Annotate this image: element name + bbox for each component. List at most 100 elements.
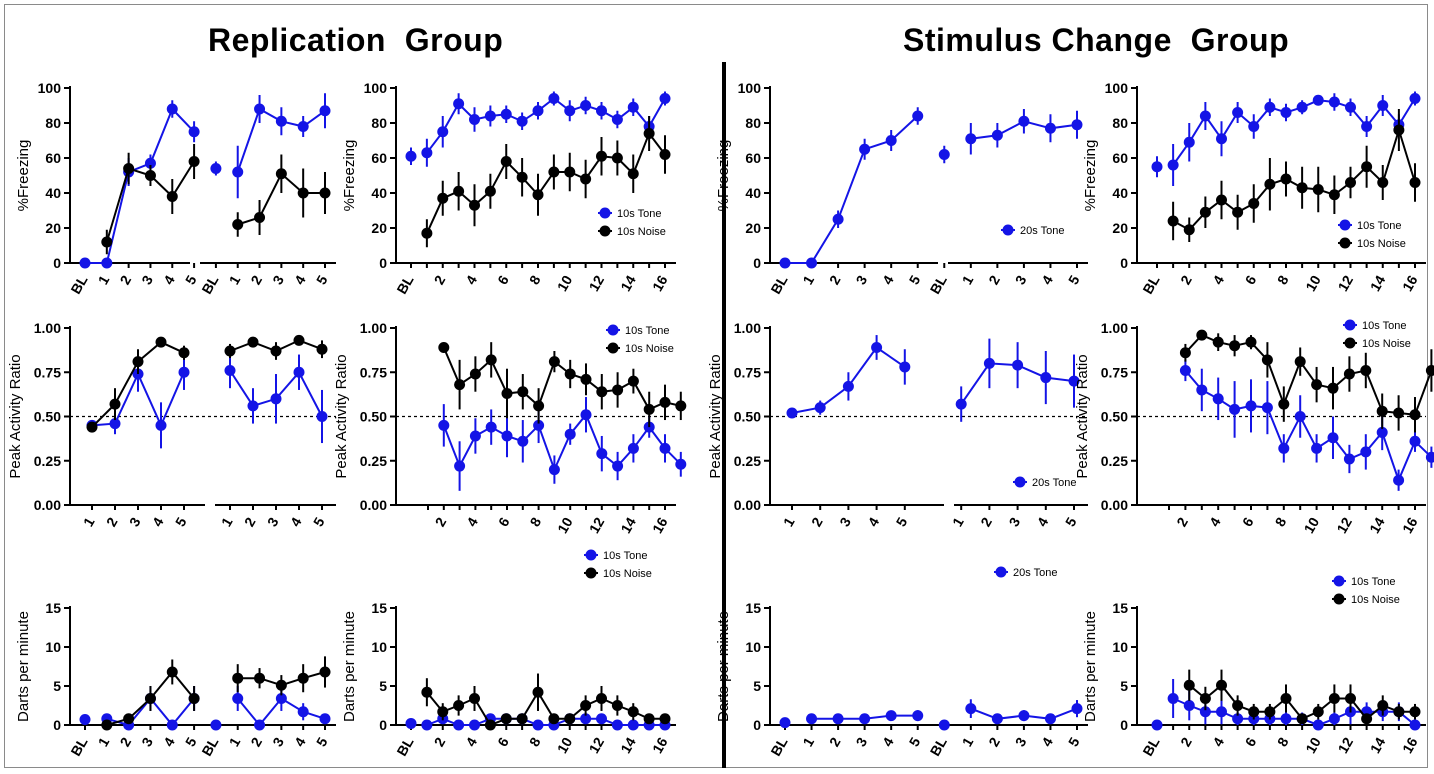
x-tick-label: 8 (526, 734, 544, 749)
legend-marker (607, 342, 619, 354)
legend-marker (585, 567, 597, 579)
data-point (166, 103, 178, 115)
x-tick-label: 6 (494, 272, 512, 287)
y-tick-label: 80 (371, 115, 387, 131)
x-tick-label: 14 (1366, 514, 1388, 536)
data-point (517, 386, 529, 398)
data-point (1280, 107, 1292, 118)
y-tick-label: 15 (745, 600, 761, 616)
data-point (533, 400, 545, 412)
data-point (643, 403, 655, 415)
data-point (1012, 359, 1024, 371)
data-point (659, 442, 671, 454)
x-tick-label: 3 (269, 272, 287, 287)
y-tick-label: 0.00 (734, 497, 761, 513)
data-point (1393, 474, 1405, 486)
panel-stimchange-darts-16trial: 0 5 10 15 Darts per minute BL 2 4 6 8 10 12 14 16 10s … (1082, 575, 1426, 759)
x-tick-label: 8 (526, 514, 544, 529)
data-point (316, 411, 328, 422)
x-tick-label: 5 (1065, 272, 1083, 287)
data-point (437, 192, 449, 204)
data-point (991, 129, 1003, 141)
data-point (612, 460, 624, 472)
x-tick-label: BL (767, 734, 790, 759)
data-point (1312, 706, 1324, 718)
data-point (1044, 713, 1056, 725)
data-point (580, 373, 592, 385)
legend-marker (599, 207, 611, 219)
series-line (425, 131, 666, 234)
data-point (437, 126, 449, 138)
data-point (1232, 700, 1244, 711)
data-point (1216, 706, 1227, 718)
x-tick-label: 2 (826, 734, 844, 749)
data-point (297, 706, 309, 718)
y-tick-label: 0 (1120, 717, 1128, 733)
data-point (178, 366, 190, 378)
group-divider (722, 62, 726, 768)
data-point (564, 428, 576, 440)
data-point (1179, 364, 1191, 376)
y-tick-label: 0 (379, 255, 387, 271)
y-tick-label: 1.00 (1101, 320, 1128, 336)
y-tick-label: 80 (745, 115, 761, 131)
data-point (1196, 329, 1208, 341)
x-tick-label: 6 (494, 734, 512, 749)
data-point (232, 219, 244, 230)
data-point (224, 364, 236, 376)
legend-label: 10s Tone (1362, 320, 1406, 332)
y-axis-label: Darts per minute (15, 611, 32, 722)
data-point (1294, 411, 1306, 422)
y-tick-label: 40 (1112, 185, 1128, 201)
x-tick-label: 10 (1301, 514, 1323, 536)
data-point (991, 713, 1003, 725)
x-tick-label: 14 (617, 272, 639, 294)
data-point (275, 168, 287, 180)
x-tick-label: 2 (247, 272, 265, 287)
y-tick-label: 15 (371, 600, 387, 616)
x-tick-label: 16 (649, 514, 671, 536)
figure-frame (4, 4, 1428, 768)
data-point (101, 236, 113, 248)
x-tick-label: 2 (985, 272, 1003, 287)
data-point (516, 115, 528, 127)
y-tick-label: 100 (738, 80, 762, 96)
data-point (79, 714, 91, 726)
y-tick-label: 0.25 (360, 453, 387, 469)
data-point (1409, 706, 1421, 718)
data-point (1212, 336, 1224, 348)
x-tick-label: 5 (313, 734, 331, 749)
data-point (779, 257, 791, 269)
data-point (1327, 432, 1339, 444)
data-point (109, 418, 121, 430)
x-tick-label: BL (927, 272, 950, 297)
data-point (469, 692, 480, 704)
data-point (786, 407, 798, 419)
data-point (1376, 405, 1388, 417)
data-point (469, 199, 480, 211)
data-point (1393, 124, 1405, 136)
y-tick-label: 0.25 (34, 453, 61, 469)
data-point (155, 336, 167, 348)
data-point (166, 191, 178, 202)
x-tick-label: 3 (269, 734, 287, 749)
legend-label: 10s Noise (1351, 594, 1400, 606)
data-point (485, 354, 497, 366)
y-tick-label: 5 (1120, 678, 1128, 694)
x-tick-label: 14 (617, 734, 639, 756)
legend-label: 10s Noise (603, 568, 652, 580)
data-point (254, 103, 266, 115)
x-tick-label: 4 (462, 734, 480, 749)
data-point (548, 356, 560, 368)
data-point (627, 706, 639, 718)
y-tick-label: 5 (53, 678, 61, 694)
data-point (1409, 409, 1421, 421)
data-point (1328, 713, 1340, 725)
data-point (871, 341, 883, 353)
data-point (469, 114, 480, 125)
x-tick-label: 3 (852, 734, 870, 749)
data-point (659, 396, 671, 408)
data-point (1376, 426, 1388, 438)
x-tick-label: 1 (80, 514, 98, 529)
